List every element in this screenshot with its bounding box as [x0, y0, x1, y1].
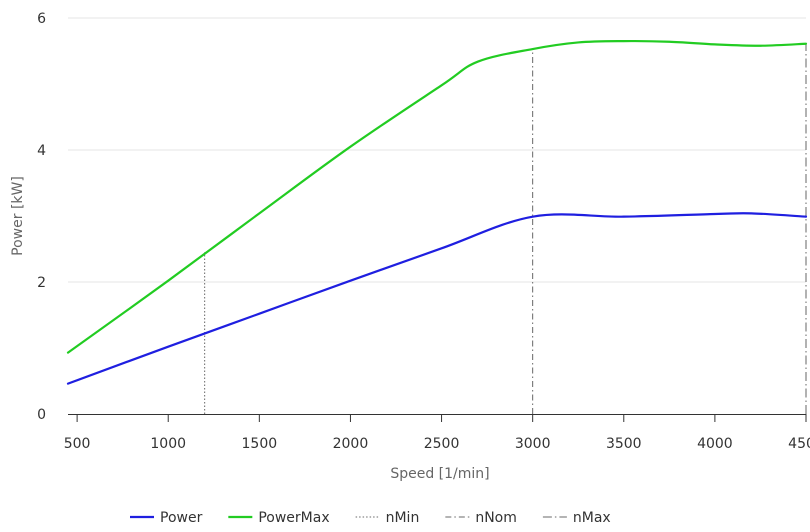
legend-item-powermax[interactable]: PowerMax [228, 510, 330, 526]
x-tick-label-3000: 3000 [515, 436, 551, 452]
x-tick-label-1000: 1000 [150, 436, 186, 452]
legend-label-nmin: nMin [386, 510, 420, 526]
grid-lines [68, 17, 806, 283]
x-tick-label-3500: 3500 [606, 436, 642, 452]
y-tick-label-6: 6 [37, 11, 46, 27]
y-axis: 0 2 4 6 [37, 11, 46, 423]
y-tick-label-4: 4 [37, 143, 46, 159]
legend: Power PowerMax nMin nNom nMax [130, 510, 611, 526]
x-axis-title: Speed [1/min] [390, 466, 489, 482]
x-tick-label-4500: 4500 [788, 436, 810, 452]
legend-item-power[interactable]: Power [130, 510, 203, 526]
series-line-power [66, 212, 808, 385]
legend-label-powermax: PowerMax [258, 510, 329, 526]
x-tick-label-2500: 2500 [424, 436, 460, 452]
x-tick-label-4000: 4000 [697, 436, 733, 452]
y-axis-title: Power [kW] [10, 176, 26, 256]
data-series [66, 39, 808, 385]
legend-label-nnom: nNom [475, 510, 517, 526]
legend-label-power: Power [160, 510, 203, 526]
x-tick-label-2000: 2000 [333, 436, 369, 452]
speed-markers [204, 43, 807, 414]
y-tick-label-0: 0 [37, 407, 46, 423]
legend-label-nmax: nMax [573, 510, 611, 526]
legend-item-nmax[interactable]: nMax [542, 510, 611, 526]
series-line-powermax [66, 39, 808, 354]
x-axis: 500 1000 1500 2000 2500 3000 3500 4000 4500 [64, 414, 810, 452]
legend-item-nmin[interactable]: nMin [355, 510, 420, 526]
x-tick-label-1500: 1500 [242, 436, 278, 452]
y-tick-label-2: 2 [37, 275, 46, 291]
x-tick-label-500: 500 [64, 436, 91, 452]
legend-item-nnom[interactable]: nNom [445, 510, 517, 526]
